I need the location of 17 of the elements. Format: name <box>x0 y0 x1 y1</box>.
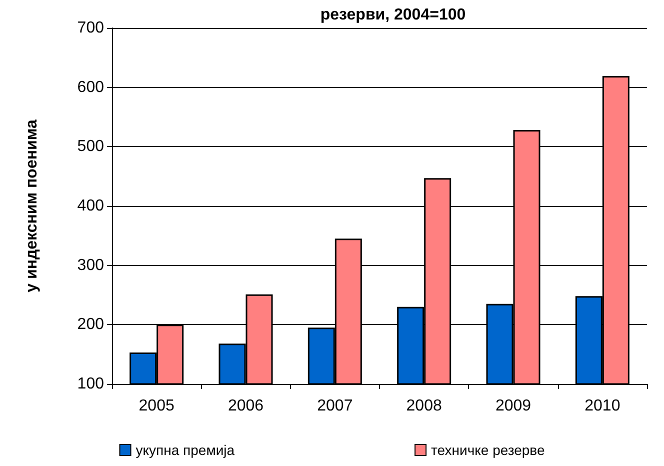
x-tick-label: 2008 <box>406 398 442 414</box>
x-tick-label: 2005 <box>138 398 174 414</box>
x-tick-label: 2006 <box>228 398 264 414</box>
x-tick-label: 2007 <box>317 398 353 414</box>
x-tick-label: 2010 <box>584 398 620 414</box>
y-tick-label: 200 <box>77 316 104 334</box>
x-tick-label: 2009 <box>495 398 532 414</box>
chart-title: резерви, 2004=100 <box>320 6 466 24</box>
legend-label: техничке резерве <box>431 442 545 458</box>
y-tick-label: 600 <box>77 78 104 96</box>
y-tick-label: 500 <box>77 138 104 156</box>
y-tick-label: 700 <box>77 20 104 36</box>
y-tick-label: 400 <box>77 198 104 214</box>
y-tick-label: 300 <box>77 256 104 274</box>
y-axis-title: у индексним поенима <box>24 120 40 292</box>
y-tick-label: 100 <box>77 376 104 392</box>
legend-label: укупна премија <box>136 442 235 458</box>
